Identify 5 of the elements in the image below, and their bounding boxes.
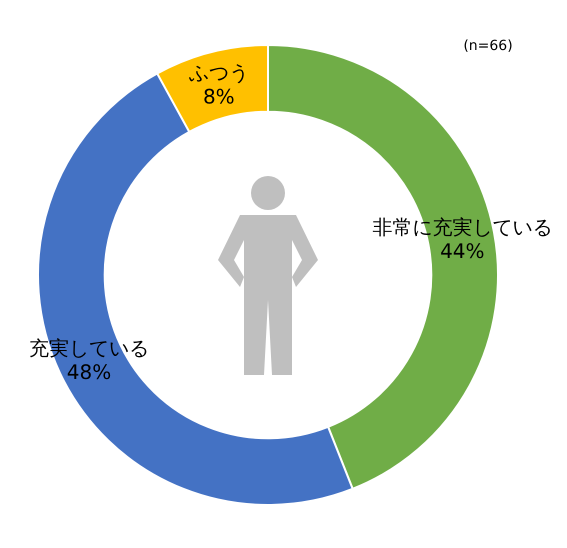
- data-label: 44%: [440, 238, 485, 263]
- data-label: 48%: [66, 360, 112, 384]
- slice-label: ふつう: [188, 60, 249, 84]
- text: (n=66): [463, 38, 513, 54]
- data-label: 8%: [202, 84, 235, 108]
